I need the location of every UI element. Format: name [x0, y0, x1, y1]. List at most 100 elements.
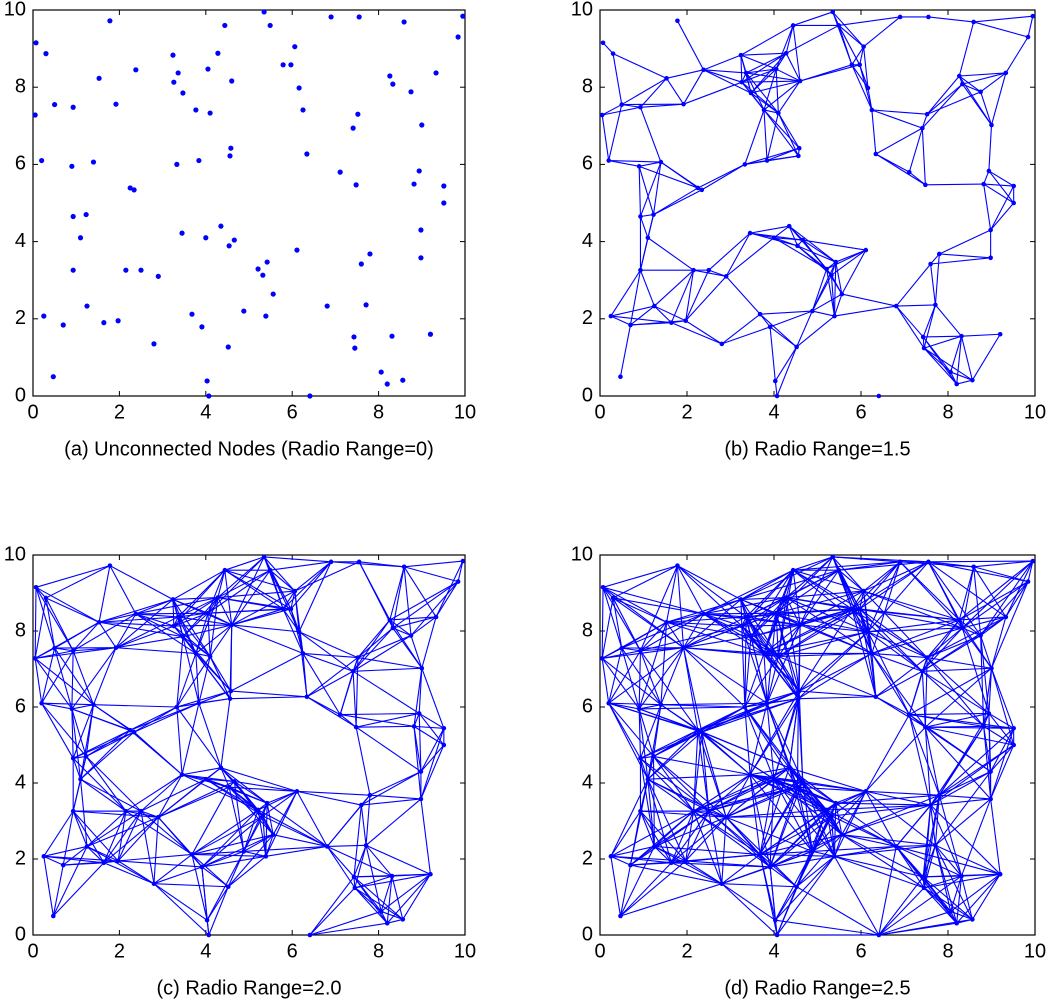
link	[109, 565, 174, 600]
node	[865, 85, 871, 91]
link	[867, 561, 929, 633]
node	[127, 727, 133, 733]
node	[215, 50, 221, 56]
node	[411, 181, 417, 187]
link	[1005, 36, 1029, 74]
node	[174, 704, 180, 710]
node	[33, 40, 39, 46]
link	[638, 166, 642, 217]
link	[654, 305, 686, 322]
link	[930, 804, 1001, 875]
link	[118, 860, 202, 868]
node	[651, 754, 656, 759]
node	[455, 579, 461, 584]
node	[300, 107, 306, 113]
link	[71, 708, 74, 759]
link	[601, 658, 610, 704]
link	[788, 225, 798, 247]
link	[859, 608, 923, 672]
panel: 0 2 4 6 8 10 0 2 4 6 8 10 (a) Unconnected Nodes (Rad…	[4, 0, 476, 460]
x-tick-label: 0	[594, 401, 605, 423]
node	[920, 874, 926, 880]
link	[725, 816, 813, 852]
node	[699, 729, 705, 735]
node	[205, 66, 211, 72]
link	[638, 647, 684, 710]
node	[608, 313, 614, 319]
node	[809, 849, 815, 854]
link	[207, 613, 211, 657]
link	[231, 569, 271, 626]
link	[799, 64, 860, 82]
link	[654, 269, 694, 307]
link	[207, 569, 271, 614]
link	[921, 671, 926, 728]
node	[747, 230, 753, 236]
node	[738, 597, 744, 602]
panel: 0 2 4 6 8 10 0 2 4 6 8 10 (c) Radio Range=2.0	[4, 543, 476, 999]
link	[392, 627, 423, 669]
node	[428, 871, 433, 877]
link	[777, 80, 801, 114]
link	[54, 621, 100, 649]
link	[653, 846, 672, 864]
link	[230, 624, 233, 692]
link	[683, 599, 742, 649]
link	[339, 714, 357, 728]
link	[773, 237, 803, 241]
node	[978, 633, 983, 638]
x-tick-label: 6	[287, 401, 298, 423]
link	[802, 239, 866, 251]
link	[878, 876, 924, 936]
link	[867, 87, 873, 111]
link	[93, 704, 177, 708]
link	[851, 608, 873, 654]
link	[832, 556, 865, 592]
link	[103, 816, 159, 864]
node	[418, 227, 424, 233]
node	[400, 377, 406, 383]
node	[926, 14, 931, 20]
link	[685, 275, 727, 322]
node	[1003, 614, 1009, 620]
node	[795, 243, 800, 249]
link	[666, 69, 704, 79]
node	[227, 153, 233, 159]
link	[726, 815, 832, 818]
link	[610, 315, 672, 324]
link	[788, 767, 813, 852]
x-tick-label: 4	[768, 401, 779, 423]
link	[925, 726, 1014, 729]
node	[228, 145, 234, 151]
link	[925, 667, 992, 728]
node	[600, 40, 606, 46]
link	[792, 25, 801, 82]
link	[421, 668, 445, 729]
node	[419, 665, 425, 671]
link	[35, 587, 74, 652]
link	[229, 696, 307, 700]
link	[220, 767, 298, 792]
link	[775, 919, 879, 936]
link	[262, 816, 267, 857]
link	[601, 114, 610, 161]
node	[378, 369, 384, 375]
link	[878, 875, 962, 936]
link	[403, 566, 437, 618]
link	[708, 811, 723, 884]
link	[961, 333, 1001, 337]
node	[199, 864, 205, 870]
link	[750, 569, 794, 637]
link	[878, 846, 897, 936]
node	[658, 159, 664, 165]
link	[652, 756, 655, 847]
node	[937, 792, 942, 798]
x-tick-label: 4	[200, 401, 211, 423]
node	[378, 909, 384, 914]
link	[191, 853, 266, 857]
link	[639, 758, 655, 847]
link	[34, 597, 47, 659]
node	[91, 702, 96, 708]
link	[921, 83, 963, 129]
link	[939, 771, 991, 796]
